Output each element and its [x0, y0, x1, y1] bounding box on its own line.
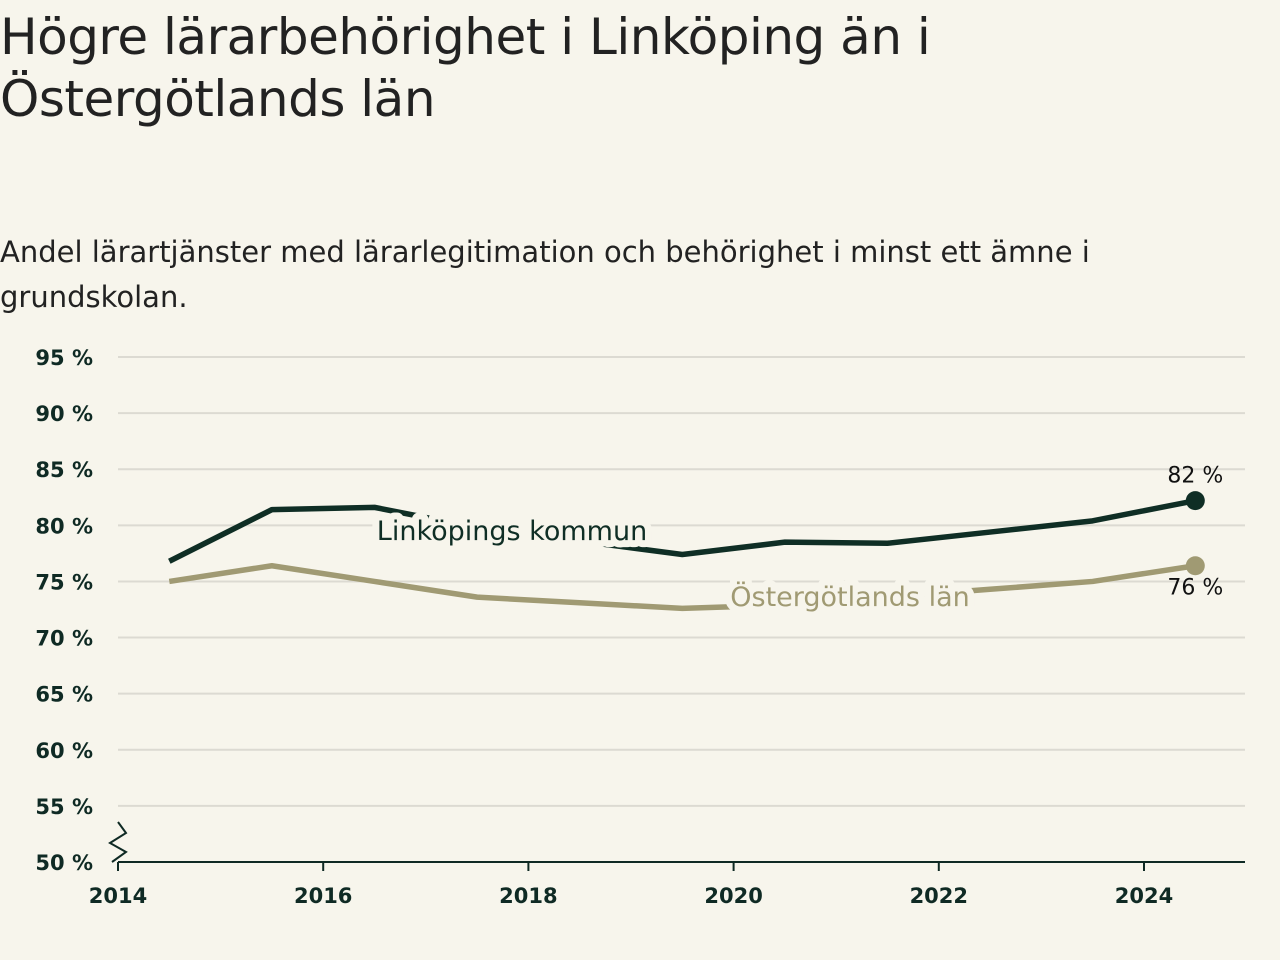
chart-title: Högre lärarbehörighet i Linköping än i Ö… — [0, 8, 931, 128]
y-tick-label: 90 % — [35, 402, 93, 426]
y-tick-label: 75 % — [35, 570, 93, 594]
y-tick-label: 65 % — [35, 683, 93, 707]
y-tick-label: 70 % — [35, 627, 93, 651]
y-tick-label: 85 % — [35, 458, 93, 482]
y-tick-label: 95 % — [35, 346, 93, 370]
end-value-label: 82 % — [1167, 464, 1223, 489]
y-tick-label: 80 % — [35, 514, 93, 538]
x-tick-label: 2024 — [1115, 884, 1173, 908]
y-tick-label: 60 % — [35, 739, 93, 763]
axis-break-icon — [108, 821, 128, 863]
x-tick-label: 2022 — [910, 884, 968, 908]
series-name-halo: Linköpings kommun — [377, 516, 647, 547]
axes: 50 % 55 % 60 % 65 % 70 % 75 % 80 % 85 % 90 % 95 %… — [35, 346, 1245, 908]
gridlines — [118, 356, 1245, 807]
series-name-label: Linköpings kommun — [377, 516, 647, 547]
series-lines — [168, 491, 1205, 612]
chart-subtitle: Andel lärartjänster med lärarlegitimatio… — [0, 235, 1090, 314]
y-tick-label: 55 % — [35, 795, 93, 819]
end-point-marker — [1185, 556, 1205, 576]
x-tick-label: 2016 — [294, 884, 352, 908]
end-point-marker — [1185, 491, 1205, 511]
y-tick-label: 50 % — [35, 851, 93, 875]
x-tick-label: 2014 — [89, 884, 147, 908]
series-name-label: Östergötlands län — [730, 581, 970, 613]
series-line — [168, 562, 1196, 612]
end-value-label: 76 % — [1167, 576, 1223, 601]
series-name-halo: Östergötlands län — [730, 581, 970, 613]
series-line — [168, 497, 1196, 564]
x-tick-label: 2020 — [704, 884, 762, 908]
x-tick-label: 2018 — [499, 884, 557, 908]
